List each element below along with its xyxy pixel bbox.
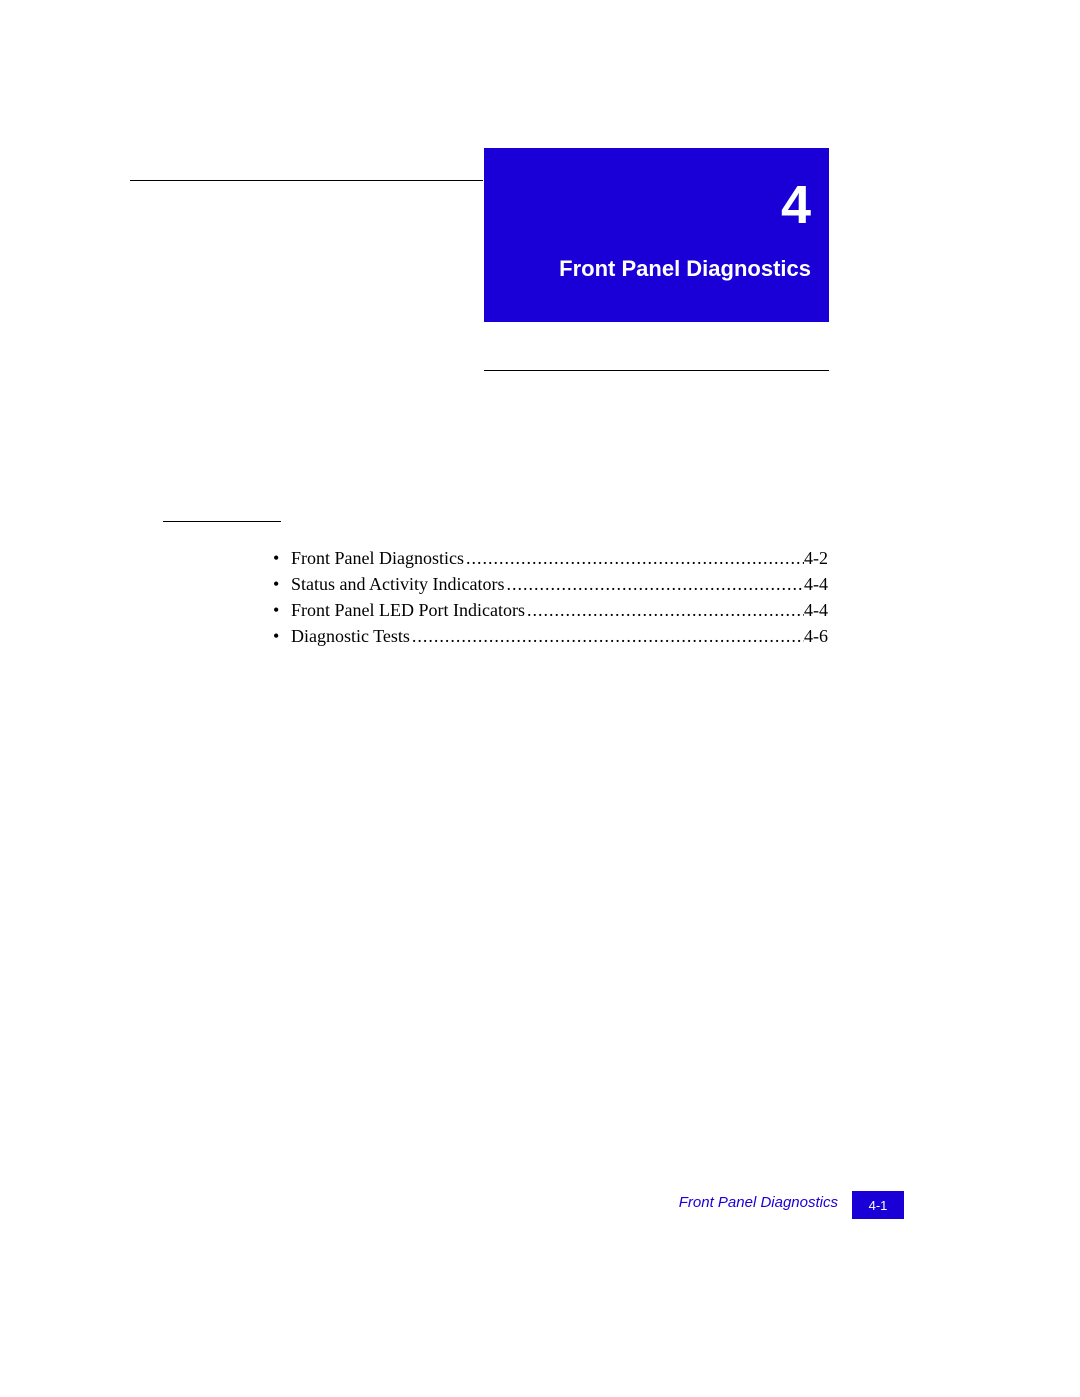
toc-item: • Status and Activity Indicators 4-4	[273, 571, 828, 597]
chapter-title: Front Panel Diagnostics	[559, 256, 811, 282]
toc-item: • Front Panel LED Port Indicators 4-4	[273, 597, 828, 623]
toc-item-title: Front Panel LED Port Indicators	[291, 597, 525, 623]
toc-leader-dots	[504, 571, 804, 597]
document-page: 4 Front Panel Diagnostics • Front Panel …	[0, 0, 1080, 1397]
footer-chapter-title: Front Panel Diagnostics	[679, 1194, 838, 1211]
footer-page-badge: 4-1	[852, 1191, 904, 1219]
table-of-contents: • Front Panel Diagnostics 4-2 • Status a…	[273, 545, 828, 649]
page-footer: Front Panel Diagnostics 4-1	[0, 1191, 1080, 1219]
short-horizontal-rule	[163, 521, 281, 522]
mid-horizontal-rule	[484, 370, 829, 371]
toc-leader-dots	[464, 545, 804, 571]
toc-item: • Diagnostic Tests 4-6	[273, 623, 828, 649]
toc-item-title: Diagnostic Tests	[291, 623, 410, 649]
toc-leader-dots	[525, 597, 804, 623]
toc-item-title: Front Panel Diagnostics	[291, 545, 464, 571]
toc-item: • Front Panel Diagnostics 4-2	[273, 545, 828, 571]
toc-item-page: 4-4	[804, 571, 828, 597]
chapter-number: 4	[781, 178, 811, 232]
chapter-banner: 4 Front Panel Diagnostics	[484, 148, 829, 322]
toc-item-page: 4-2	[804, 545, 828, 571]
toc-leader-dots	[410, 623, 804, 649]
bullet-icon: •	[273, 597, 291, 623]
toc-item-page: 4-6	[804, 623, 828, 649]
top-horizontal-rule	[130, 180, 483, 181]
toc-item-page: 4-4	[804, 597, 828, 623]
toc-item-title: Status and Activity Indicators	[291, 571, 504, 597]
bullet-icon: •	[273, 623, 291, 649]
bullet-icon: •	[273, 545, 291, 571]
bullet-icon: •	[273, 571, 291, 597]
